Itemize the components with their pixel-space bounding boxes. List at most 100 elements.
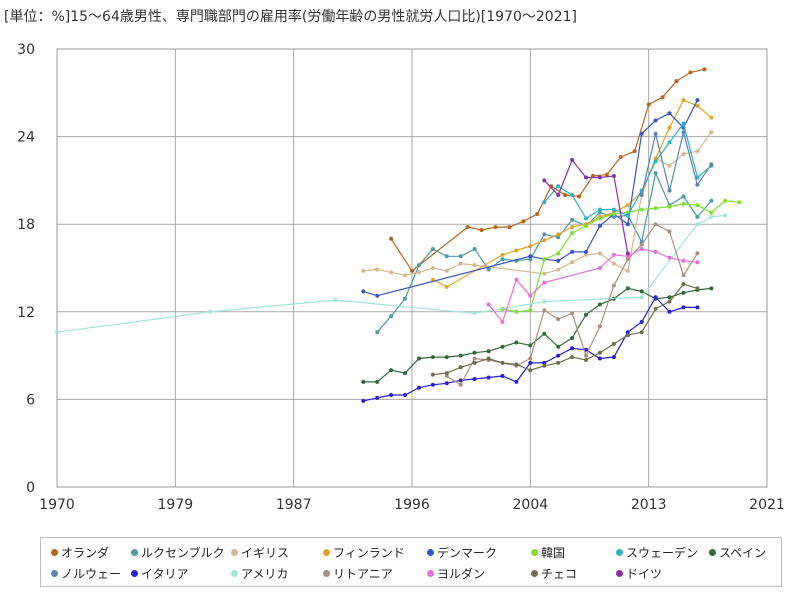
data-point: [528, 343, 533, 348]
data-point: [430, 355, 435, 360]
data-point: [584, 175, 588, 180]
data-point: [667, 188, 672, 193]
data-point: [695, 305, 700, 310]
data-point: [695, 222, 700, 227]
data-point: [667, 295, 672, 300]
data-point: [410, 268, 414, 273]
data-point: [702, 67, 707, 72]
data-point: [653, 249, 658, 254]
data-point: [681, 121, 686, 126]
legend-label: 韓国: [541, 546, 566, 560]
data-point: [486, 267, 491, 272]
data-point: [611, 283, 616, 288]
data-point: [556, 317, 561, 322]
series-11: [444, 222, 700, 387]
data-point: [528, 254, 533, 259]
data-point: [584, 358, 588, 362]
data-point: [639, 207, 644, 212]
legend-item: イタリア: [131, 565, 189, 582]
legend-item: オランダ: [51, 544, 109, 561]
data-point: [361, 398, 366, 403]
data-point: [737, 200, 742, 205]
data-point: [514, 362, 519, 367]
data-point: [597, 356, 602, 361]
axis-labels: 1970 1979 1987 1996 2004 2013 2021 0 6 12 18 24 30: [17, 42, 785, 513]
data-point: [542, 257, 547, 262]
data-point: [361, 268, 366, 273]
series-line: [446, 223, 698, 386]
data-point: [695, 286, 700, 291]
data-point: [528, 360, 533, 365]
legend-label: デンマーク: [437, 546, 498, 560]
data-point: [417, 270, 421, 275]
data-point: [521, 219, 526, 224]
data-point: [570, 336, 575, 341]
data-point: [625, 213, 630, 218]
legend-item: ルクセンブルク: [131, 544, 225, 561]
data-point: [611, 252, 616, 257]
data-point: [444, 285, 449, 289]
data-point: [514, 277, 519, 282]
legend-item: イギリス: [231, 544, 289, 561]
data-point: [597, 223, 602, 228]
data-point: [528, 368, 533, 373]
data-point: [597, 216, 602, 221]
legend-item: 韓国: [531, 544, 565, 561]
data-point: [486, 349, 491, 354]
data-point: [681, 152, 686, 157]
data-point: [611, 261, 616, 266]
data-point: [611, 212, 616, 216]
data-point: [639, 320, 644, 324]
data-point: [55, 330, 59, 335]
data-point: [632, 149, 637, 154]
data-point: [444, 254, 449, 259]
data-point: [709, 210, 714, 215]
legend-item: デンマーク: [427, 544, 497, 561]
data-point: [653, 206, 658, 211]
data-point: [361, 379, 366, 384]
data-point: [375, 267, 380, 272]
data-point: [681, 273, 686, 278]
data-point: [542, 232, 547, 237]
data-point: [667, 309, 672, 314]
x-tick-label: 2013: [631, 497, 667, 513]
legend: オランダ ルクセンブルク イギリス フィンランド デンマーク 韓国 スウェーデン スペイン ノル…: [40, 537, 782, 587]
data-point: [611, 174, 616, 178]
data-point: [646, 102, 651, 107]
data-point: [695, 103, 700, 108]
data-point: [709, 198, 714, 203]
data-point: [389, 314, 394, 319]
y-tick-label: 24: [17, 130, 35, 146]
series-9: [361, 295, 700, 403]
legend-marker: [709, 549, 716, 556]
legend-marker: [231, 570, 238, 577]
data-point: [625, 254, 630, 259]
x-tick-label: 2021: [749, 497, 785, 513]
data-point: [695, 175, 700, 180]
legend-label: スペイン: [719, 546, 767, 560]
data-point: [667, 163, 672, 168]
data-point: [458, 382, 463, 387]
legend-item: フィンランド: [323, 544, 405, 561]
data-point: [375, 293, 380, 298]
data-point: [556, 344, 561, 349]
data-point: [570, 158, 575, 162]
data-point: [625, 222, 630, 227]
data-point: [625, 333, 630, 338]
data-point: [472, 263, 477, 268]
data-point: [695, 251, 700, 256]
data-point: [639, 193, 644, 197]
series-line: [432, 99, 712, 288]
x-tick-label: 1970: [39, 497, 75, 513]
series-line: [641, 132, 712, 196]
data-point: [695, 214, 700, 219]
data-point: [403, 393, 407, 397]
series-line: [543, 158, 629, 254]
data-point: [611, 207, 616, 212]
legend-label: スウェーデン: [626, 546, 699, 560]
data-point: [681, 194, 686, 199]
data-point: [528, 293, 533, 298]
data-point: [556, 232, 561, 237]
data-point: [570, 225, 575, 230]
data-point: [570, 217, 575, 222]
